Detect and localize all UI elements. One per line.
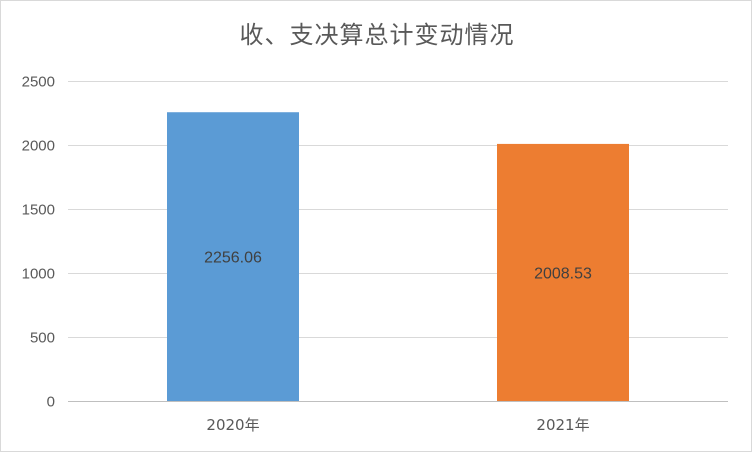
data-label: 2256.06 [204,250,262,267]
bar [497,143,629,402]
bar [167,112,299,402]
y-tick-label: 500 [30,330,55,347]
y-tick-label: 2000 [22,138,55,155]
chart-title: 收、支决算总计变动情况 [239,21,515,49]
y-tick-label: 1000 [22,266,55,283]
x-tick-label: 2020年 [206,416,259,434]
x-tick-label: 2021年 [536,416,589,434]
x-axis-labels: 2020年 2021年 [206,416,589,434]
data-label: 2008.53 [534,265,592,282]
y-tick-label: 1500 [22,202,55,219]
bars: 2256.06 2008.53 [167,112,629,402]
y-axis-ticks: 0 500 1000 1500 2000 2500 [22,74,55,411]
y-tick-label: 0 [47,394,55,411]
y-tick-label: 2500 [22,74,55,91]
